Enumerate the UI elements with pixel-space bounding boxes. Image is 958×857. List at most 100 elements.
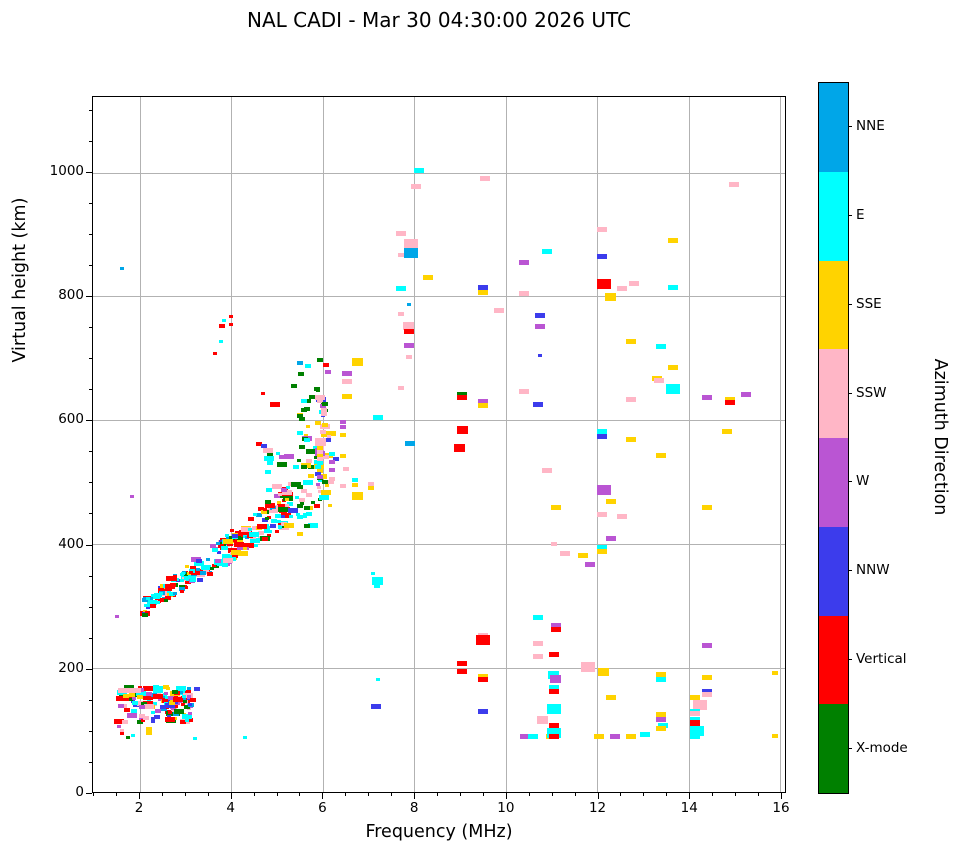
- data-point-ssw: [321, 408, 328, 413]
- data-point-x-mode: [280, 525, 285, 529]
- data-point-w: [164, 691, 168, 695]
- data-point-vertical: [212, 563, 217, 567]
- data-point-ssw: [617, 285, 628, 291]
- data-point-ssw: [299, 497, 306, 502]
- data-point-x-mode: [291, 481, 302, 487]
- y-minor-tick: [89, 327, 92, 329]
- data-point-vertical: [155, 598, 162, 603]
- data-point-w: [130, 495, 135, 499]
- data-point-vertical: [276, 504, 281, 508]
- data-point-e: [413, 168, 424, 174]
- data-point-e: [143, 603, 148, 607]
- data-point-sse: [283, 522, 294, 528]
- data-point-e: [548, 685, 559, 691]
- azimuth-colorbar: [818, 82, 849, 794]
- data-point-e: [596, 545, 607, 551]
- data-point-vertical: [457, 394, 468, 400]
- data-point-e: [306, 512, 313, 517]
- data-point-e: [319, 494, 330, 500]
- data-point-vertical: [150, 603, 157, 608]
- data-point-e: [373, 583, 380, 588]
- colorbar-segment-e: [819, 171, 848, 261]
- data-point-e: [156, 601, 161, 605]
- data-point-ssw: [398, 386, 405, 391]
- data-point-e: [528, 733, 539, 739]
- data-point-sse: [605, 498, 616, 504]
- data-point-w: [168, 696, 175, 701]
- data-point-e: [317, 461, 324, 466]
- data-point-x-mode: [296, 485, 303, 490]
- data-point-vertical: [257, 523, 268, 529]
- x-minor-tick: [345, 793, 347, 796]
- data-point-vertical: [548, 688, 559, 694]
- x-major-tick: [505, 793, 507, 799]
- data-point-ssw: [580, 661, 595, 672]
- data-point-x-mode: [141, 701, 148, 706]
- data-point-vertical: [313, 504, 320, 509]
- data-point-vertical: [143, 700, 154, 706]
- data-point-vertical: [548, 734, 559, 740]
- data-point-e: [221, 554, 232, 560]
- data-point-e: [277, 519, 282, 523]
- data-point-nnw: [332, 456, 339, 461]
- data-point-nnw: [232, 534, 239, 539]
- colorbar-label-x-mode: X-mode: [856, 739, 908, 756]
- data-point-vertical: [169, 583, 176, 587]
- data-point-sse: [367, 486, 374, 491]
- data-point-w: [701, 394, 712, 400]
- x-major-tick: [689, 793, 691, 799]
- data-point-e: [278, 525, 283, 529]
- data-point-e: [175, 685, 186, 691]
- data-point-nnw: [160, 704, 167, 709]
- colorbar-label-w: W: [856, 473, 870, 490]
- data-point-e: [292, 465, 299, 470]
- data-point-vertical: [262, 508, 267, 512]
- data-point-vertical: [281, 512, 292, 518]
- data-point-sse: [169, 699, 174, 703]
- data-point-vertical: [180, 703, 185, 707]
- data-point-vertical: [265, 503, 276, 509]
- data-point-ssw: [263, 448, 274, 454]
- data-point-e: [216, 559, 227, 565]
- x-tick-label: 10: [497, 800, 515, 816]
- data-point-sse: [136, 695, 143, 700]
- data-point-e: [243, 735, 248, 739]
- data-point-e: [328, 451, 335, 456]
- data-point-sse: [305, 425, 310, 429]
- data-point-x-mode: [301, 465, 308, 470]
- data-point-ssw: [596, 227, 607, 233]
- x-tick-label: 16: [772, 800, 790, 816]
- y-minor-tick: [89, 513, 92, 515]
- data-point-vertical: [548, 651, 559, 657]
- data-point-vertical: [724, 399, 735, 405]
- y-minor-tick: [89, 109, 92, 111]
- data-point-sse: [284, 497, 289, 501]
- data-point-sse: [222, 539, 233, 545]
- data-point-sse: [477, 402, 488, 408]
- data-point-x-mode: [313, 386, 320, 391]
- data-point-e: [249, 532, 260, 538]
- data-point-sse: [722, 428, 733, 434]
- data-point-e: [665, 384, 680, 395]
- y-major-tick: [86, 420, 92, 422]
- data-point-e: [301, 398, 308, 403]
- data-point-e: [640, 731, 651, 737]
- data-point-w: [550, 675, 562, 684]
- data-point-ssw: [317, 489, 322, 493]
- data-point-vertical: [266, 516, 271, 519]
- data-point-x-mode: [264, 499, 271, 504]
- data-point-nnw: [187, 703, 192, 707]
- data-point-w: [273, 494, 280, 499]
- data-point-ssw: [560, 551, 571, 557]
- data-point-e: [375, 677, 380, 681]
- y-minor-tick: [89, 730, 92, 732]
- data-point-w: [146, 692, 153, 697]
- y-minor-tick: [89, 606, 92, 608]
- data-point-vertical: [144, 610, 149, 614]
- data-point-nne: [404, 440, 415, 446]
- data-point-e: [254, 544, 259, 548]
- data-point-x-mode: [322, 402, 329, 407]
- data-point-ssw: [596, 511, 607, 517]
- data-point-sse: [422, 275, 433, 281]
- data-point-x-mode: [296, 503, 303, 508]
